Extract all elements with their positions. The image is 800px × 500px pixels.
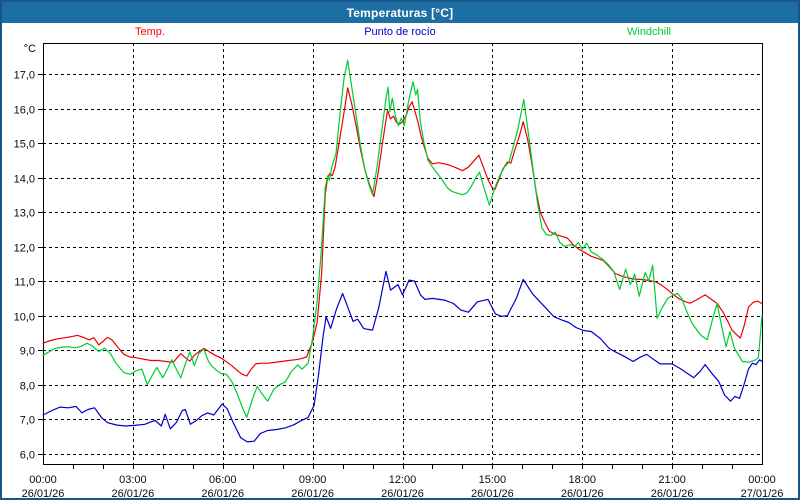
y-tick-label: 9,0 — [20, 346, 35, 358]
legend-item-windchill: Windchill — [626, 26, 672, 38]
plot-frame — [43, 43, 763, 465]
y-tick-label: 15,0 — [14, 139, 35, 151]
legend-item-dewpoint: Punto de rocío — [364, 26, 436, 38]
y-axis-unit-label: °C — [24, 43, 36, 55]
y-tick-label: 12,0 — [14, 243, 35, 255]
x-time-label: 09:00 — [299, 474, 327, 486]
x-time-label: 03:00 — [119, 474, 147, 486]
series-line-punto-de-roc-o — [42, 270, 763, 443]
x-date-label: 26/01/26 — [201, 488, 244, 498]
x-date-label: 26/01/26 — [111, 488, 154, 498]
x-time-label: 15:00 — [479, 474, 507, 486]
x-date-label: 26/01/26 — [651, 488, 694, 498]
x-date-label: 27/01/26 — [741, 488, 784, 498]
y-tick-label: 8,0 — [20, 381, 35, 393]
x-time-label: 00:00 — [748, 474, 776, 486]
y-tick-label: 17,0 — [14, 70, 35, 82]
series-line-windchill — [42, 59, 763, 418]
chart-legend: Temp. Punto de rocío Windchill — [2, 23, 798, 43]
series-line-temp- — [42, 87, 763, 377]
x-time-label: 06:00 — [209, 474, 237, 486]
x-time-label: 21:00 — [658, 474, 686, 486]
y-tick-label: 11,0 — [14, 277, 35, 289]
y-tick-label: 16,0 — [14, 105, 35, 117]
y-tick-label: 7,0 — [20, 415, 35, 427]
y-tick-label: 6,0 — [20, 450, 35, 462]
window-title: Temperaturas [°C] — [346, 5, 454, 20]
y-tick-label: 13,0 — [14, 208, 35, 220]
x-time-label: 12:00 — [389, 474, 417, 486]
legend-item-temp: Temp. — [135, 26, 165, 38]
x-date-label: 26/01/26 — [291, 488, 334, 498]
y-tick-label: 14,0 — [14, 174, 35, 186]
x-date-label: 26/01/26 — [381, 488, 424, 498]
x-date-label: 26/01/26 — [22, 488, 65, 498]
x-date-label: 26/01/26 — [561, 488, 604, 498]
window-titlebar: Temperaturas [°C] — [2, 2, 798, 23]
x-date-label: 26/01/26 — [471, 488, 514, 498]
x-time-label: 18:00 — [568, 474, 596, 486]
y-tick-label: 10,0 — [14, 312, 35, 324]
x-time-label: 00:00 — [29, 474, 57, 486]
